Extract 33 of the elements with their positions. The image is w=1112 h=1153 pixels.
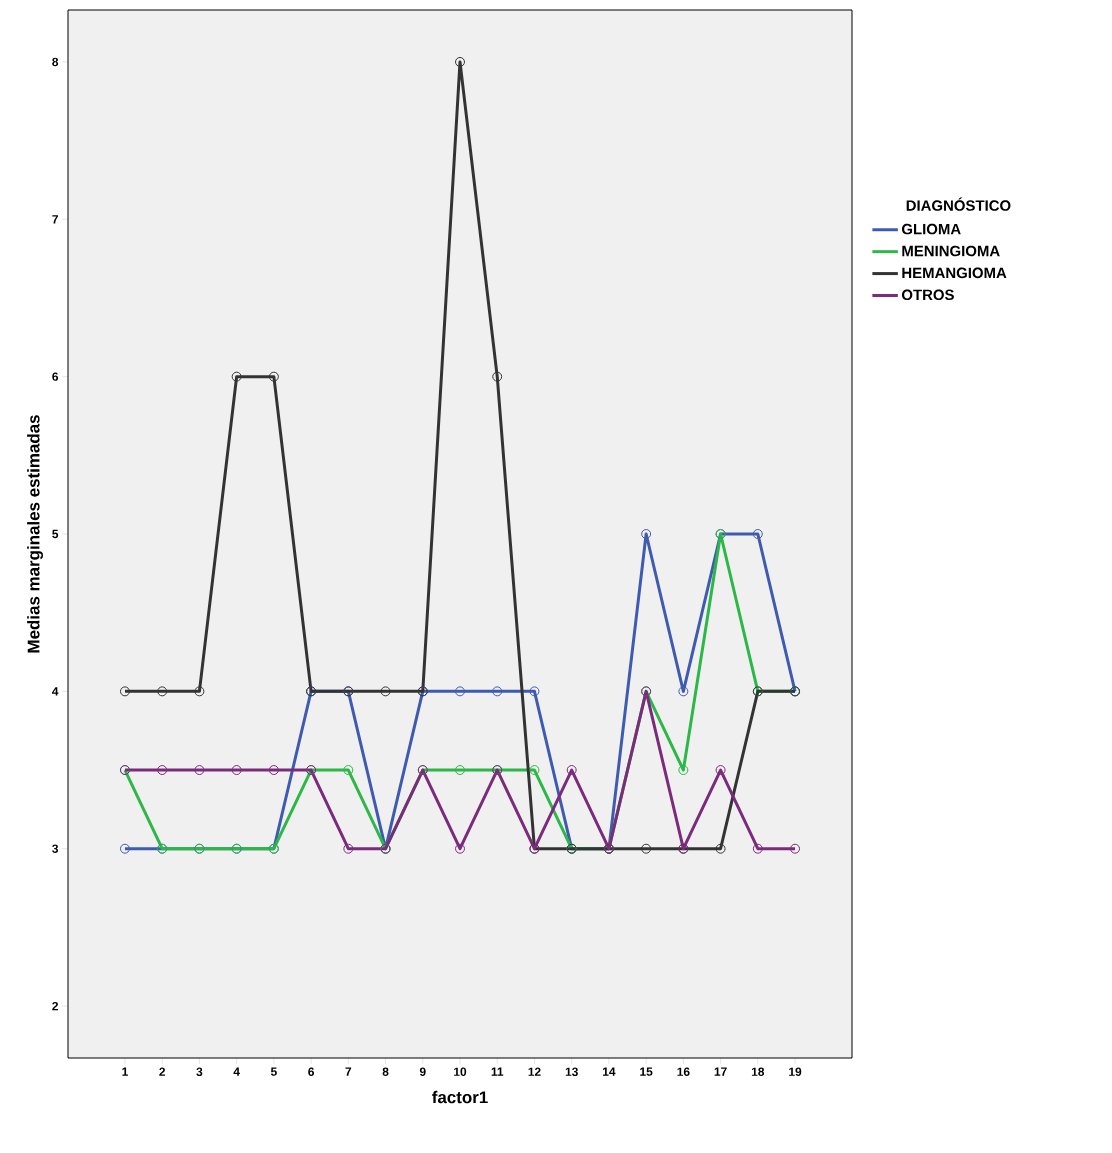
y-axis-title: Medias marginales estimadas [27,415,43,653]
legend-label: HEMANGIOMA [902,267,1007,279]
y-tick-label: 2 [52,1001,58,1011]
x-tick-label: 6 [308,1067,314,1076]
x-tick-label: 9 [419,1067,426,1076]
x-tick-label: 4 [233,1067,240,1076]
x-tick-label: 13 [565,1067,578,1077]
x-tick-label: 11 [491,1067,504,1076]
y-tick-label: 4 [52,687,59,696]
x-tick-label: 7 [345,1067,352,1076]
x-tick-label: 2 [159,1067,166,1076]
x-tick-label: 18 [751,1067,765,1076]
y-tick-label: 8 [52,57,59,67]
x-tick-label: 14 [603,1067,616,1076]
x-tick-label: 12 [528,1067,541,1076]
x-tick-label: 3 [196,1067,203,1077]
x-tick-label: 17 [714,1067,727,1076]
x-tick-label: 1 [122,1067,128,1076]
legend-label: GLIOMA [901,223,961,235]
x-tick-label: 5 [270,1067,277,1076]
y-tick-label: 3 [52,844,59,853]
legend-title: DIAGNÓSTICO [906,197,1011,211]
y-tick-label: 6 [52,372,59,381]
x-axis-title: factor1 [432,1090,488,1104]
legend-label: MENINGIOMA [902,245,1000,257]
x-tick-label: 10 [454,1067,467,1076]
x-tick-label: 15 [640,1067,653,1076]
x-tick-label: 16 [677,1067,690,1076]
y-tick-label: 5 [52,529,59,539]
legend-label: OTROS [901,289,954,301]
y-tick-label: 7 [52,215,58,224]
x-tick-label: 8 [382,1067,389,1076]
x-tick-label: 19 [789,1067,802,1076]
